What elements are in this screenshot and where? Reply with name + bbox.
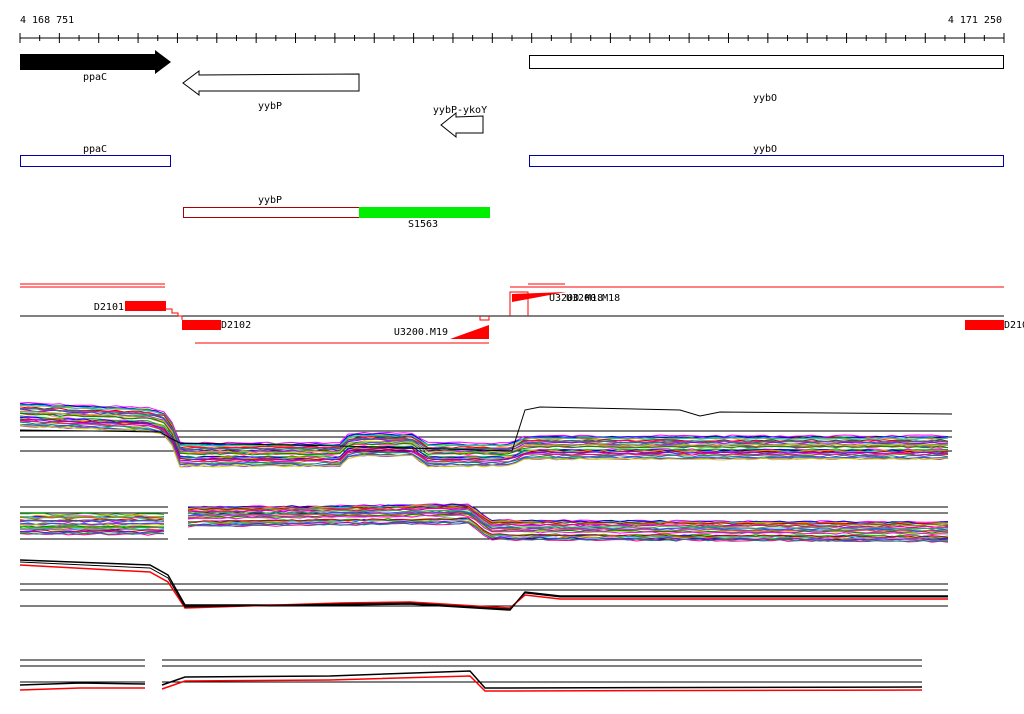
gene-yybO-label: yybO [753,93,777,104]
probe-trace [19,407,949,451]
segment-D2101-label: D2101 [94,302,124,313]
gene-yybP-arrow[interactable] [182,70,360,96]
probe-trace [19,564,948,609]
probe-trace [187,517,949,539]
segment-D210x-block[interactable] [965,320,1004,330]
gene-yybP-ykoY-label: yybP-ykoY [433,105,487,116]
annot-S1563-box[interactable] [359,207,490,218]
probe-trace [19,561,948,610]
segment-U3200-overlap-label: U3200.M18 [549,293,603,304]
probe-trace [19,525,165,529]
probe-trace [19,420,949,463]
expression-panel-4 [19,659,923,692]
segment-track: D2101 D2102 D210 U3200.M19 U3200.M18 U32… [20,283,1024,344]
annot-yybP-box[interactable] [183,207,360,218]
probe-trace [19,682,146,686]
annot-ppaC-box[interactable] [20,155,171,167]
ruler-end-label: 4 171 250 [948,15,1002,26]
gene-ppaC-arrow[interactable] [20,50,171,74]
expression-panel-2 [19,503,949,543]
gene-yybO-box[interactable] [529,55,1004,69]
segment-U3200-M19-wedge[interactable] [450,325,489,339]
probe-trace [187,505,949,526]
annot-ppaC-label: ppaC [83,144,107,155]
annot-yybP-label: yybP [258,195,282,206]
gene-track: ppaC yybP yybP-ykoY yybO [20,50,1004,139]
segment-U3200-wedge[interactable] [512,292,566,302]
annot-yybO-box[interactable] [529,155,1004,167]
probe-trace [19,532,165,535]
probe-trace [187,503,949,524]
probe-trace [187,509,949,530]
probe-trace [19,687,145,691]
probe-trace [19,406,953,452]
expression-panel-1 [19,401,953,468]
segment-D210x-label: D210 [1004,320,1024,331]
probe-trace [19,559,948,611]
segment-D2102-label: D2102 [221,320,251,331]
probe-trace [187,520,949,541]
probe-trace [161,675,923,692]
probe-trace [187,513,949,534]
gene-ppaC-label: ppaC [83,72,107,83]
probe-trace [19,522,165,526]
expression-panel-3 [19,559,948,611]
probe-trace [19,519,165,523]
probe-trace [20,530,165,534]
annotation-track-blue: ppaC yybO [20,144,1004,167]
probe-trace [19,529,165,533]
segment-step [509,291,529,316]
coordinate-ruler: 4 168 751 4 171 250 [19,15,1005,43]
probe-trace [19,419,949,462]
annot-S1563-label: S1563 [408,219,438,230]
ruler-start-label: 4 168 751 [20,15,74,26]
probe-trace [187,521,948,542]
gene-yybP-label: yybP [258,101,282,112]
annotation-track-red: yybP S1563 [183,195,490,230]
probe-trace [19,401,949,445]
probe-trace [187,514,949,536]
ruler-ticks [19,33,1005,43]
segment-step [178,315,183,320]
annot-yybO-label: yybO [753,144,777,155]
segment-U3200-M19-label: U3200.M19 [394,327,448,338]
probe-trace [187,507,949,529]
probe-trace [19,528,165,532]
segment-D2101-block[interactable] [125,301,166,311]
segment-step [165,308,179,316]
segment-D2102-block[interactable] [182,320,221,330]
probe-trace [19,424,949,468]
probe-trace [19,516,165,520]
gene-yybP-ykoY-arrow[interactable] [440,111,484,139]
probe-trace [161,670,923,689]
segment-step [479,316,490,321]
segment-U3200-overlap-label-2: U3200.M18 [566,293,620,304]
probe-trace [187,522,949,543]
probe-trace [20,512,165,516]
